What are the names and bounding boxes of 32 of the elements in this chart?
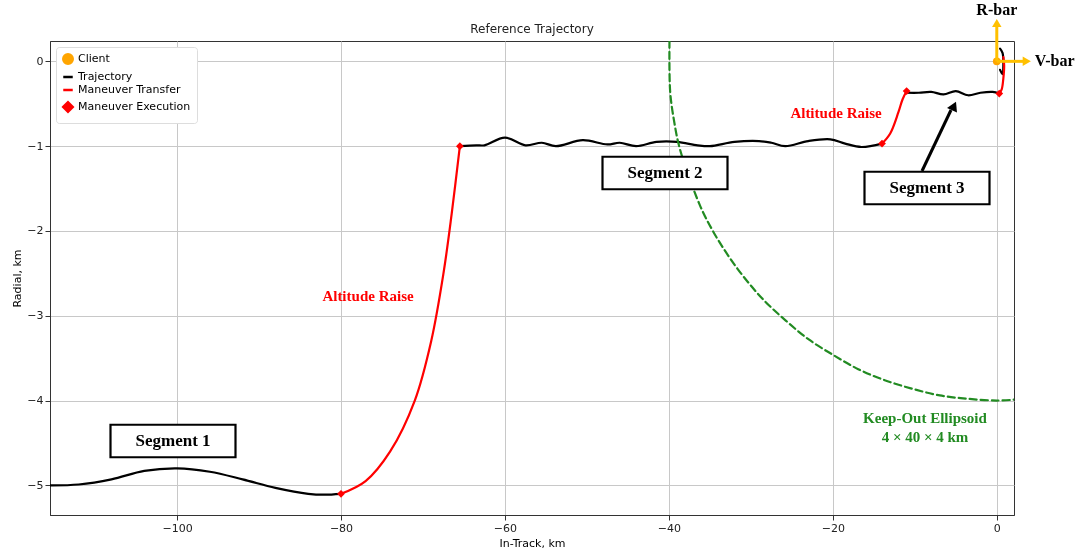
y-tick-label: −1 [27,139,44,153]
point [878,139,886,148]
text: R-bar [976,1,1018,18]
y-tick-label: −4 [27,394,44,408]
y-tick-label: −2 [27,224,44,238]
x-tick-label: −80 [329,521,354,535]
legend-label: Client [78,52,111,65]
point [995,89,1004,98]
annotation: Altitude Raise [790,105,882,121]
annotation: Segment 2 [627,163,703,182]
annotation: Segment 1 [135,431,211,450]
x-tick-label: −40 [657,521,681,535]
legend-label: Trajectory [77,70,133,83]
annotation: Keep-Out Ellipsoid 4 × 40 × 4 km [863,410,988,445]
x-tick-label: −20 [821,521,845,535]
x-tick-label: 0 [993,521,1001,535]
y-tick-label: −5 [27,478,44,492]
x-axis-title: In-Track, km [499,536,566,550]
point [337,489,345,498]
text: V-bar [1034,52,1075,70]
x-tick-label: −60 [493,521,518,535]
y-tick-label: −3 [27,309,44,323]
x-tick-label: −100 [162,521,193,535]
point [902,87,911,95]
annotation: Altitude Raise [322,288,414,304]
legend-label: Maneuver Execution [78,100,191,113]
chart-title: Reference Trajectory [470,22,594,36]
point [455,142,464,151]
legend-label: Maneuver Transfer [78,83,181,96]
annotation: Segment 3 [889,178,965,197]
y-axis-title: Radial, km [11,249,25,308]
y-tick-label: 0 [36,54,44,68]
